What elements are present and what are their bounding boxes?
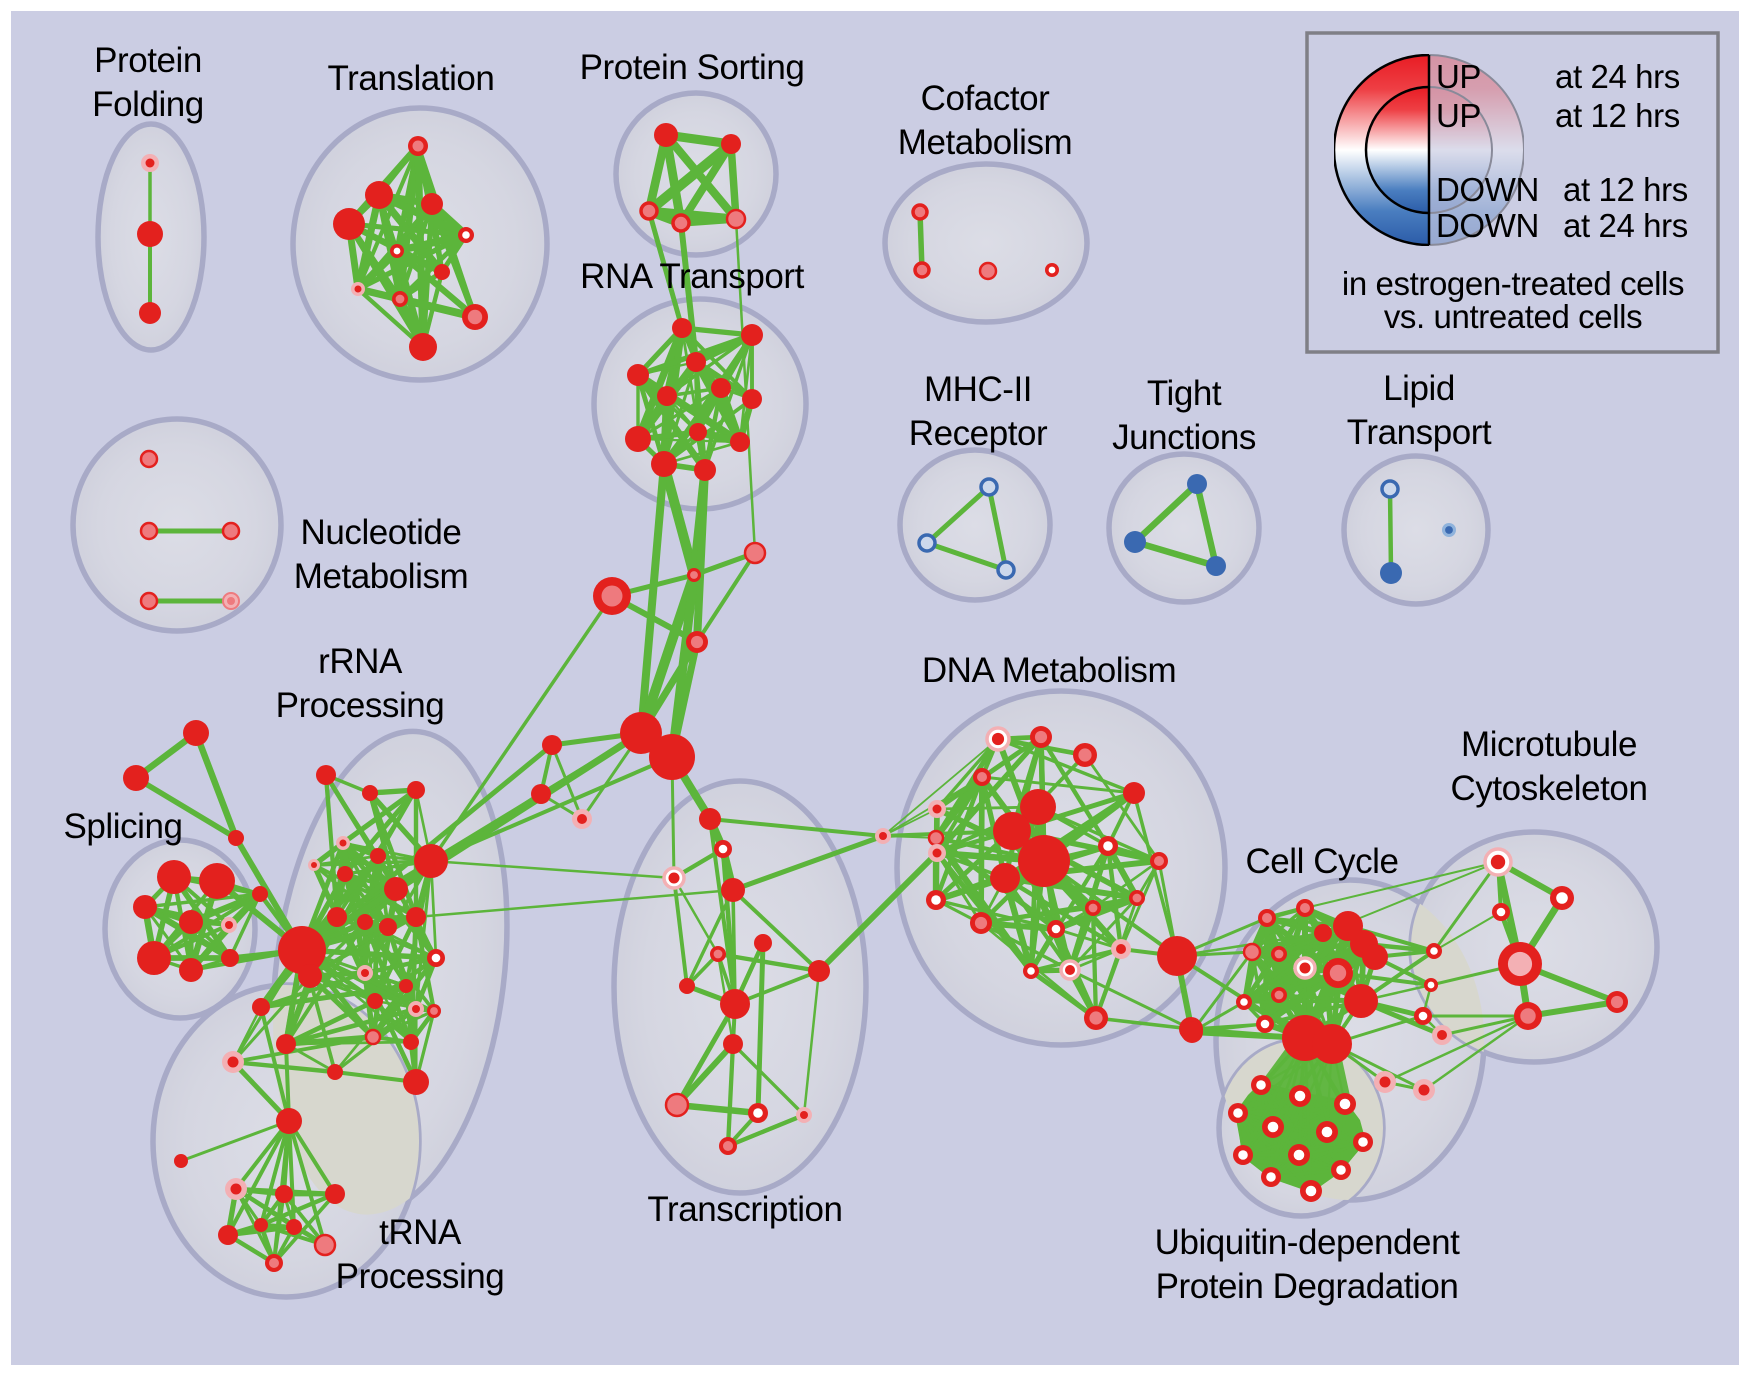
svg-text:Receptor: Receptor [909,414,1048,453]
svg-text:DOWN: DOWN [1436,171,1539,208]
svg-text:Transport: Transport [1347,413,1492,452]
svg-text:Nucleotide: Nucleotide [301,513,462,552]
svg-text:DNA Metabolism: DNA Metabolism [922,651,1176,690]
svg-text:Cytoskeleton: Cytoskeleton [1451,769,1648,808]
svg-text:Processing: Processing [336,1257,505,1296]
svg-text:RNA Transport: RNA Transport [580,257,804,296]
svg-text:at 24 hrs: at 24 hrs [1563,207,1688,244]
svg-text:Folding: Folding [92,85,204,124]
svg-text:at 12 hrs: at 12 hrs [1563,171,1688,208]
svg-text:at 24 hrs: at 24 hrs [1555,58,1680,95]
svg-text:Tight: Tight [1147,374,1222,413]
svg-text:Transcription: Transcription [647,1190,842,1229]
svg-text:MHC-II: MHC-II [924,370,1032,409]
svg-text:Protein: Protein [94,41,202,80]
svg-text:DOWN: DOWN [1436,207,1539,244]
svg-text:Protein Degradation: Protein Degradation [1156,1267,1459,1306]
svg-text:UP: UP [1436,58,1481,95]
svg-text:Cell Cycle: Cell Cycle [1245,842,1398,881]
svg-text:at 12 hrs: at 12 hrs [1555,97,1680,134]
svg-text:Lipid: Lipid [1383,369,1455,408]
svg-text:tRNA: tRNA [379,1213,462,1252]
svg-text:Metabolism: Metabolism [294,557,468,596]
svg-text:Splicing: Splicing [64,807,183,846]
svg-text:Processing: Processing [276,686,445,725]
svg-text:Cofactor: Cofactor [921,79,1050,118]
svg-text:Metabolism: Metabolism [898,123,1072,162]
svg-text:UP: UP [1436,97,1481,134]
svg-text:rRNA: rRNA [318,642,403,681]
svg-text:Junctions: Junctions [1112,418,1256,457]
svg-text:Microtubule: Microtubule [1461,725,1637,764]
svg-text:vs. untreated cells: vs. untreated cells [1384,298,1642,335]
svg-text:in estrogen-treated cells: in estrogen-treated cells [1342,265,1684,302]
svg-text:Translation: Translation [328,59,495,98]
svg-text:Protein Sorting: Protein Sorting [580,48,805,87]
svg-text:Ubiquitin-dependent: Ubiquitin-dependent [1155,1223,1460,1262]
